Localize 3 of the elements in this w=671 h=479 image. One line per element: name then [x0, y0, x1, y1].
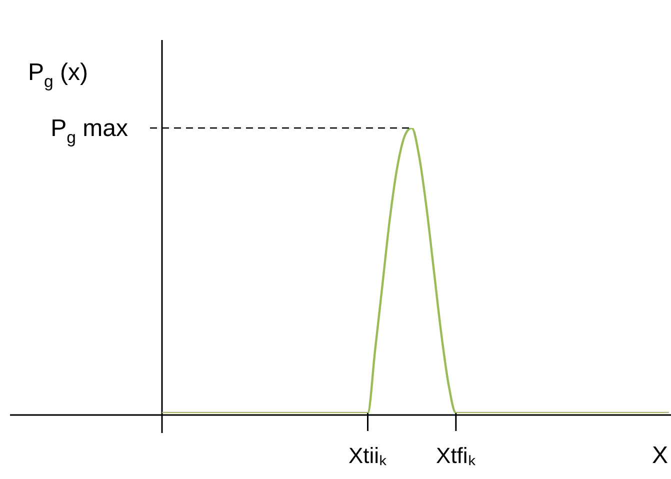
x-tick-label: Xtfiₖ — [436, 443, 476, 468]
x-tick-label: Xtiiₖ — [348, 443, 388, 468]
x-axis-title: X — [652, 442, 668, 469]
